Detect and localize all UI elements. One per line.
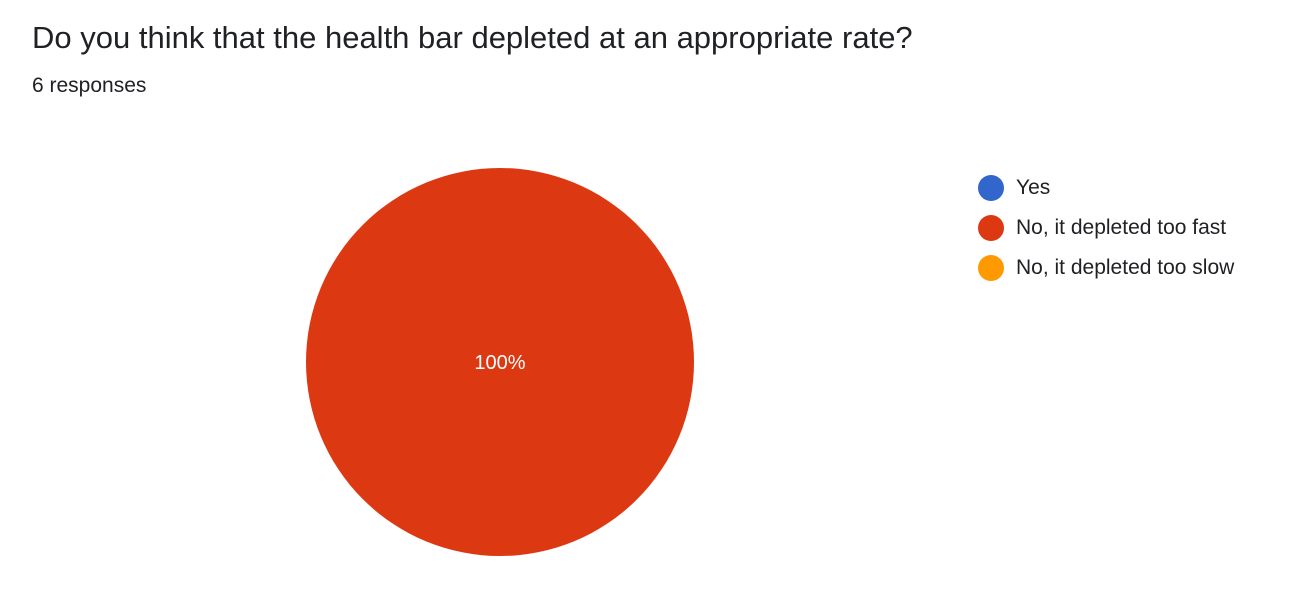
chart-legend: Yes No, it depleted too fast No, it depl… <box>978 168 1234 288</box>
legend-item-too-slow[interactable]: No, it depleted too slow <box>978 248 1234 288</box>
legend-label-too-slow: No, it depleted too slow <box>1016 256 1235 279</box>
legend-label-yes: Yes <box>1016 176 1051 199</box>
legend-item-too-fast[interactable]: No, it depleted too fast <box>978 208 1234 248</box>
chart-title: Do you think that the health bar deplete… <box>32 20 913 55</box>
response-count: 6 responses <box>32 74 147 97</box>
legend-item-yes[interactable]: Yes <box>978 168 1234 208</box>
legend-swatch-too-slow <box>978 255 1004 281</box>
pie-label-too-fast: 100% <box>474 352 525 374</box>
legend-label-too-fast: No, it depleted too fast <box>1016 216 1227 239</box>
legend-swatch-yes <box>978 175 1004 201</box>
pie-slice-too-fast[interactable] <box>306 168 694 556</box>
legend-swatch-too-fast <box>978 215 1004 241</box>
